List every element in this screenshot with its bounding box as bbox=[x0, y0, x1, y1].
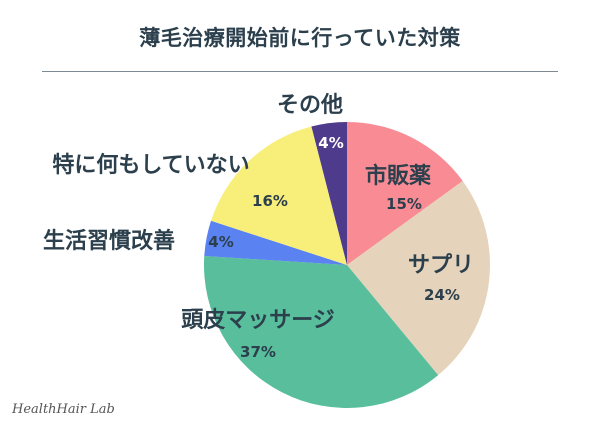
pie-slice-nothing bbox=[211, 126, 347, 266]
slice-value-scalp-massage: 37% bbox=[240, 343, 276, 361]
pie-slice-scalp-massage bbox=[203, 256, 439, 408]
slice-label-scalp-massage: 頭皮マッサージ bbox=[181, 307, 335, 333]
pie-slice-otc-medicine bbox=[347, 122, 463, 265]
slice-value-other: 4% bbox=[318, 134, 343, 152]
chart-title: 薄毛治療開始前に行っていた対策 bbox=[139, 26, 461, 50]
slice-value-nothing: 16% bbox=[252, 192, 288, 210]
slice-value-otc-medicine: 15% bbox=[386, 195, 422, 213]
slice-label-other: その他 bbox=[277, 93, 343, 118]
slice-label-nothing: 特に何もしていない bbox=[52, 152, 249, 178]
slice-value-lifestyle: 4% bbox=[208, 233, 233, 251]
slice-label-supplement: サプリ bbox=[408, 253, 474, 278]
slice-label-lifestyle: 生活習慣改善 bbox=[43, 228, 175, 254]
pie-slice-other bbox=[311, 121, 347, 265]
slice-label-otc-medicine: 市販薬 bbox=[365, 163, 431, 189]
pie-slice-lifestyle bbox=[204, 220, 347, 265]
title-divider bbox=[42, 71, 558, 72]
slice-value-supplement: 24% bbox=[424, 286, 460, 304]
watermark-logo: HealthHair Lab bbox=[12, 402, 115, 417]
pie-slice-supplement bbox=[347, 180, 490, 376]
